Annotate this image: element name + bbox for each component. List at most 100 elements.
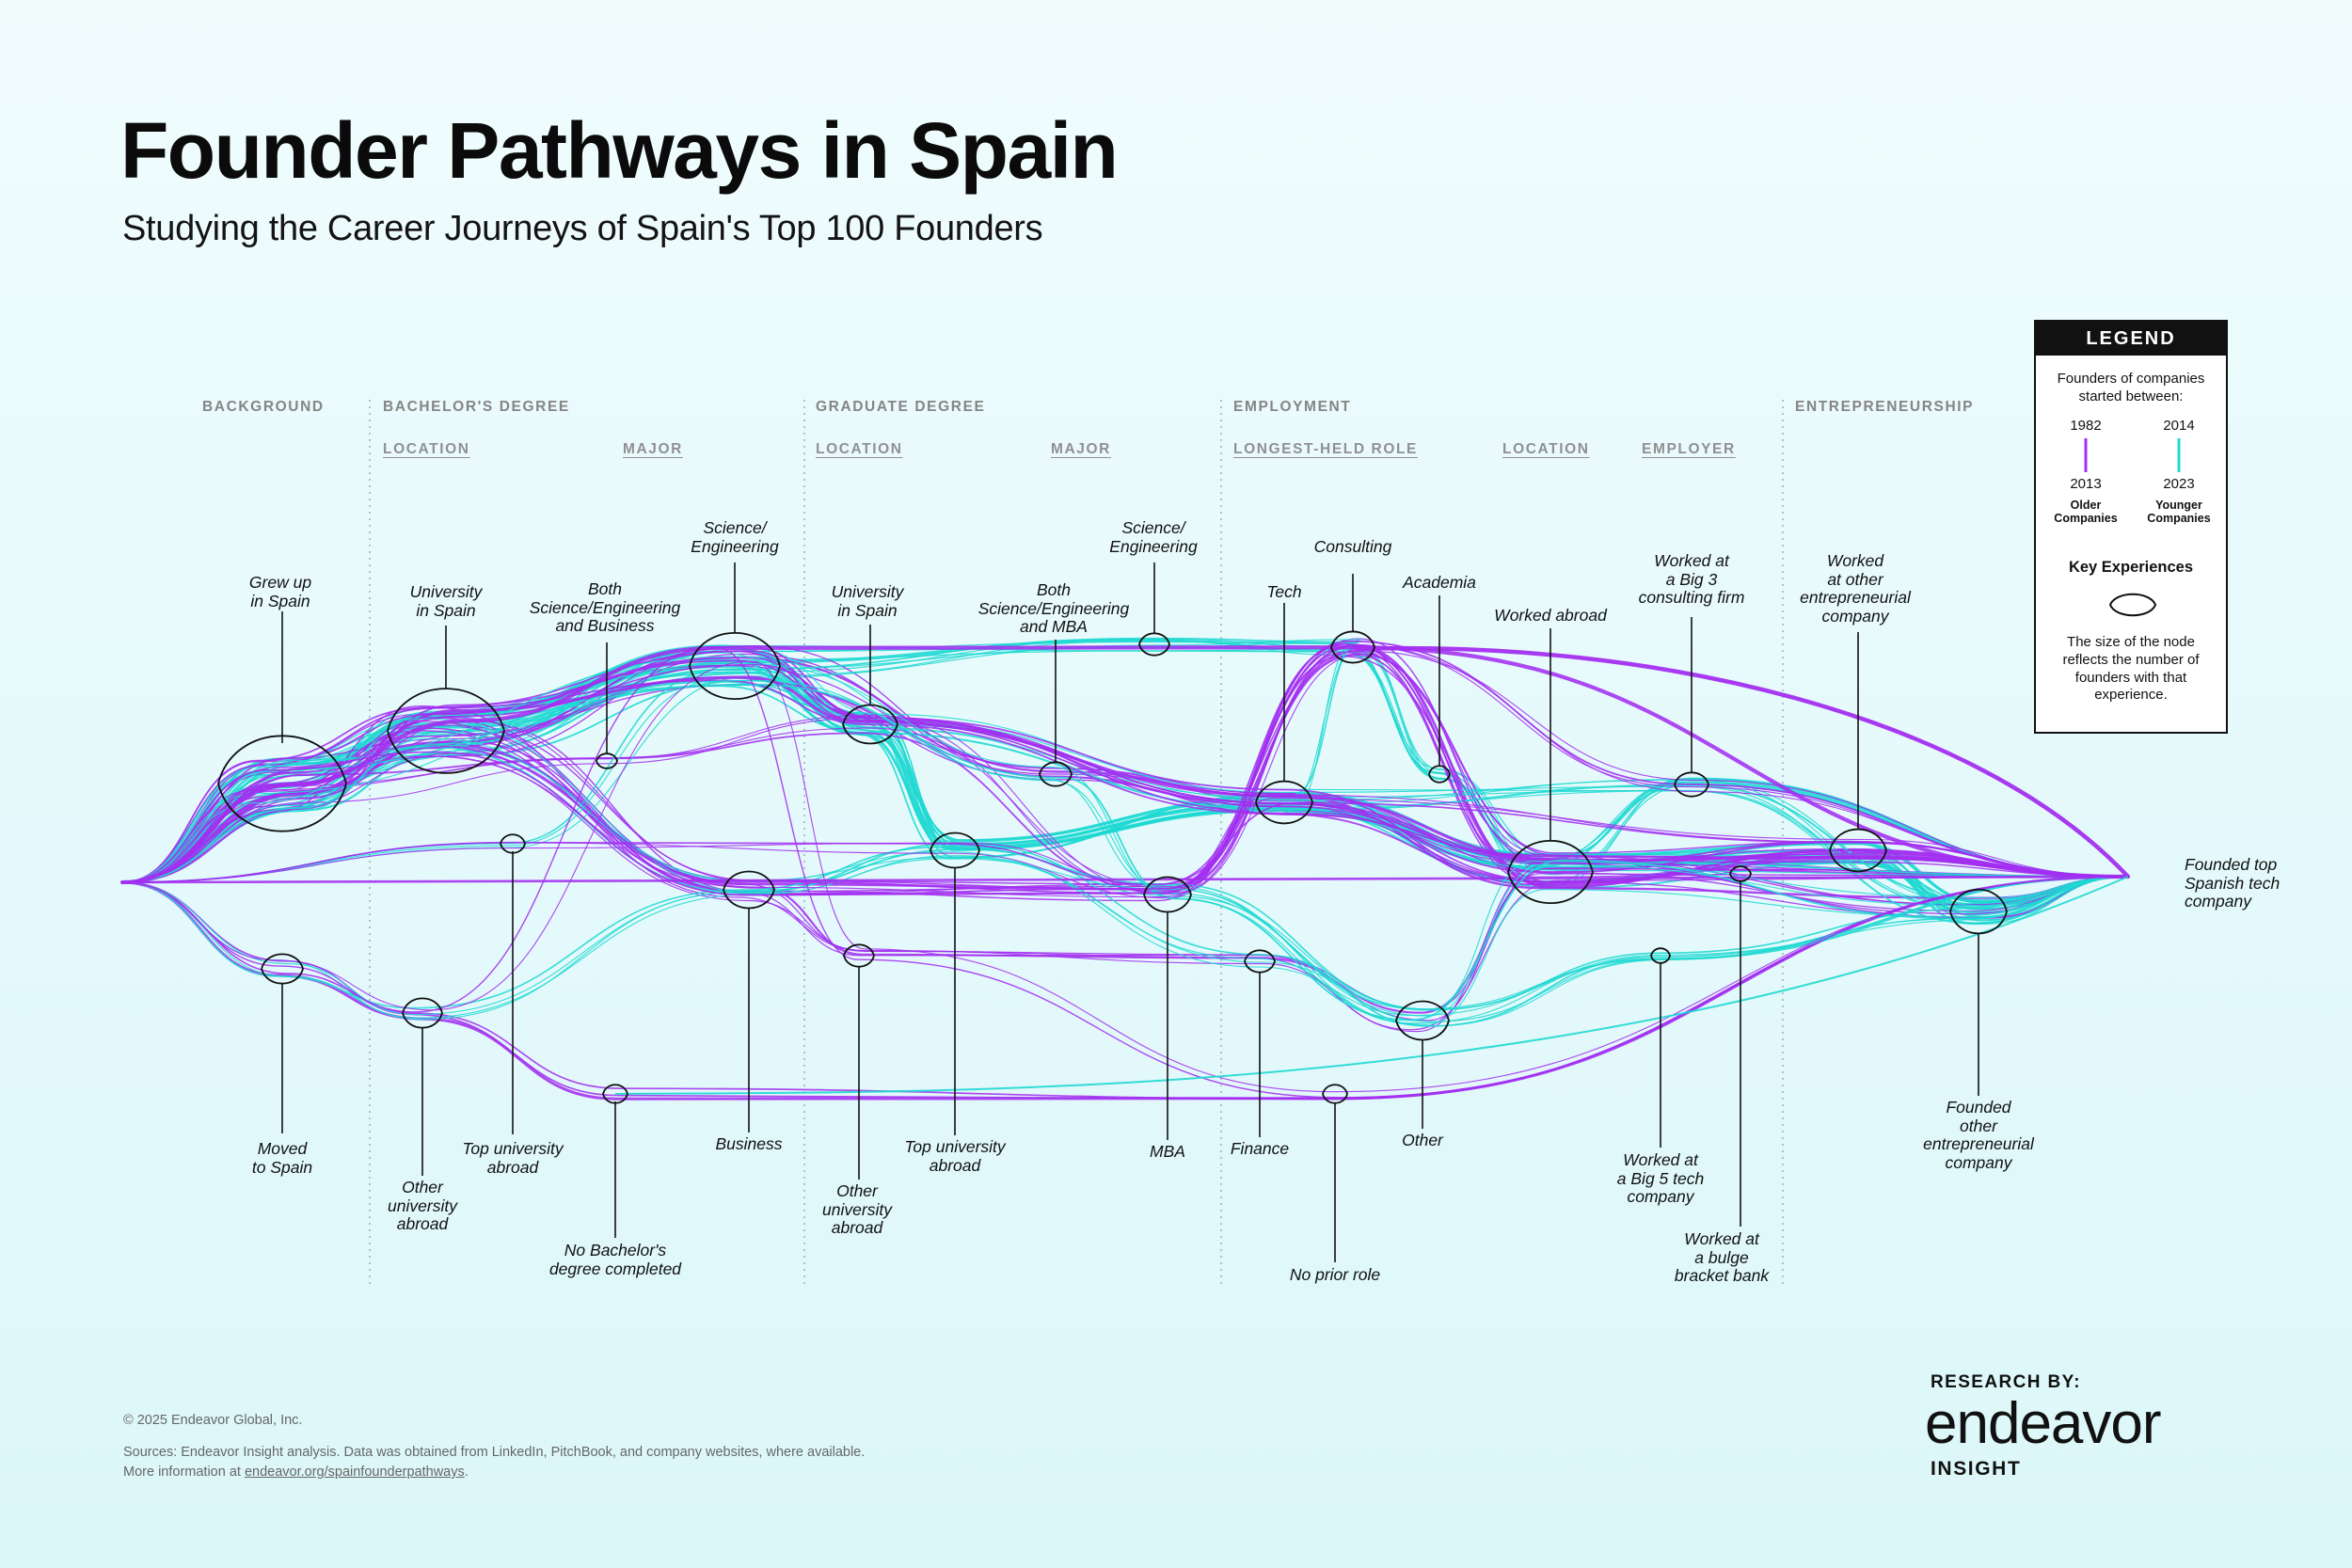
copyright: © 2025 Endeavor Global, Inc. xyxy=(123,1413,303,1428)
pathway-line-younger-11-1 xyxy=(121,718,2129,1022)
label-bachelor-other-abroad: Other university abroad xyxy=(388,1178,457,1234)
pathway-line-older-3-5 xyxy=(121,676,2129,919)
research-by-label: RESEARCH BY: xyxy=(1931,1372,2082,1392)
legend-younger-start: 2014 xyxy=(2163,418,2195,434)
sources-link[interactable]: endeavor.org/spainfounderpathways xyxy=(244,1465,465,1481)
pathway-flows xyxy=(119,637,2131,1101)
label-role-tech: Tech xyxy=(1266,582,1302,601)
stage-bachelors: BACHELOR'S DEGREE xyxy=(383,399,570,415)
substage-employer: EMPLOYER xyxy=(1642,441,1736,457)
node-bUni xyxy=(387,688,505,774)
pathway-line-younger-11-0 xyxy=(121,745,2129,1027)
sources-line-2: More information at endeavor.org/spainfo… xyxy=(123,1463,865,1482)
legend-younger-end: 2023 xyxy=(2163,476,2195,492)
sources-line-1: Sources: Endeavor Insight analysis. Data… xyxy=(123,1445,866,1460)
label-bachelor-science-engineering: Science/ Engineering xyxy=(691,518,779,556)
label-graduate-both: Both Science/Engineering and MBA xyxy=(977,580,1130,637)
label-founded-top-company: Founded top Spanish tech company xyxy=(2185,855,2280,911)
node-gBoth xyxy=(1039,761,1073,787)
node-bTop xyxy=(500,833,526,854)
pathway-line-younger-14-2 xyxy=(121,656,2129,1017)
legend-intro: Founders of companies started between: xyxy=(2057,371,2205,404)
node-big5 xyxy=(1650,947,1671,964)
substage-bachelor-location: LOCATION xyxy=(383,441,470,457)
label-bachelor-both: Both Science/Engineering and Business xyxy=(529,579,681,636)
label-founded-other-entrepreneurial: Founded other entrepreneurial company xyxy=(1923,1098,2034,1172)
substage-bachelor-major: MAJOR xyxy=(623,441,683,457)
node-bSci xyxy=(689,632,781,700)
label-graduate-science-engineering: Science/ Engineering xyxy=(1109,518,1198,556)
node-none xyxy=(1322,1084,1348,1104)
legend-older-end: 2013 xyxy=(2070,476,2102,492)
node-bBus xyxy=(723,870,775,910)
label-big-3-consulting: Worked at a Big 3 consulting firm xyxy=(1638,551,1745,608)
label-bachelor-university-in-spain: University in Spain xyxy=(409,582,483,620)
pathway-line-older-6-2 xyxy=(121,654,2129,895)
stage-entrepreneurship: ENTREPRENEURSHIP xyxy=(1795,399,1975,415)
pathway-line-older-outer-top xyxy=(1354,645,2130,879)
legend-header: LEGEND xyxy=(2036,322,2226,356)
label-grew-up-in-spain: Grew up in Spain xyxy=(248,573,312,610)
substage-graduate-location: LOCATION xyxy=(816,441,903,457)
endeavor-logo: endeavor xyxy=(1925,1391,2162,1456)
pathway-line-younger-8-1 xyxy=(121,847,2129,1021)
pathway-line-younger-14-1 xyxy=(121,679,2129,1011)
pathway-line-older-10-5 xyxy=(121,650,2129,883)
pathway-line-older-5-4 xyxy=(121,755,2129,1031)
leader-lines xyxy=(281,562,1979,1262)
node-other xyxy=(1395,1000,1450,1041)
node-fin xyxy=(1244,949,1276,974)
node-bBoth xyxy=(596,752,618,769)
sources-suffix: . xyxy=(464,1465,469,1481)
node-gOther xyxy=(843,943,875,968)
pathway-line-older-10-6 xyxy=(121,659,2129,883)
node-abroad xyxy=(1507,840,1594,904)
pathway-line-older-17-0 xyxy=(121,640,2129,896)
sources-note: Sources: Endeavor Insight analysis. Data… xyxy=(123,1443,865,1482)
label-graduate-university-in-spain: University in Spain xyxy=(831,582,904,620)
label-no-bachelors: No Bachelor's degree completed xyxy=(548,1241,682,1278)
pathway-line-older-15-1 xyxy=(121,660,2129,1093)
label-no-prior-role: No prior role xyxy=(1289,1265,1381,1284)
page-title: Founder Pathways in Spain xyxy=(120,106,1119,195)
label-worked-other-entrepreneurial: Worked at other entrepreneurial company xyxy=(1800,551,1911,626)
pathway-line-older-10-7 xyxy=(121,645,2129,883)
label-moved-to-spain: Moved to Spain xyxy=(251,1139,313,1177)
legend-older-swatch xyxy=(2084,438,2088,472)
label-graduate-mba: MBA xyxy=(1150,1142,1185,1161)
label-worked-abroad: Worked abroad xyxy=(1494,606,1607,625)
node-gTop xyxy=(930,832,980,869)
label-bulge-bracket-bank: Worked at a bulge bracket bank xyxy=(1674,1229,1770,1286)
legend-key-description: The size of the node reflects the number… xyxy=(2062,634,2200,704)
legend-key-title: Key Experiences xyxy=(2068,559,2194,576)
pathway-line-older-10-2 xyxy=(121,656,2129,883)
node-acad xyxy=(1428,765,1451,784)
legend-younger-label: Younger Companies xyxy=(2147,499,2211,526)
pathway-line-younger-8-3 xyxy=(121,848,2129,1016)
substage-employment-location: LOCATION xyxy=(1502,441,1590,457)
node-moved xyxy=(261,953,304,985)
label-bachelor-top-abroad: Top university abroad xyxy=(462,1139,564,1177)
node-tech xyxy=(1255,780,1313,825)
label-graduate-top-abroad: Top university abroad xyxy=(904,1137,1006,1175)
experience-nodes xyxy=(217,630,2008,1104)
node-grew xyxy=(217,735,347,832)
pathway-line-younger-outer-bottom xyxy=(614,876,2129,1095)
stage-background: BACKGROUND xyxy=(202,399,325,415)
legend-box: LEGEND Founders of companies started bet… xyxy=(2034,320,2228,734)
stage-employment: EMPLOYMENT xyxy=(1233,399,1352,415)
legend-node-icon xyxy=(2108,593,2157,617)
stage-dividers xyxy=(369,400,1784,1289)
node-fOther xyxy=(1949,888,2008,935)
pathway-line-older-15-0 xyxy=(121,645,2129,1099)
label-bachelor-business: Business xyxy=(715,1134,783,1153)
label-role-academia: Academia xyxy=(1403,573,1476,592)
node-gMba xyxy=(1143,876,1192,913)
node-wOther xyxy=(1829,828,1887,873)
substage-longest-held-role: LONGEST-HELD ROLE xyxy=(1233,441,1418,457)
substage-graduate-major: MAJOR xyxy=(1051,441,1111,457)
node-gUni xyxy=(842,704,898,745)
node-gSci xyxy=(1138,632,1170,657)
node-cons xyxy=(1330,630,1375,664)
